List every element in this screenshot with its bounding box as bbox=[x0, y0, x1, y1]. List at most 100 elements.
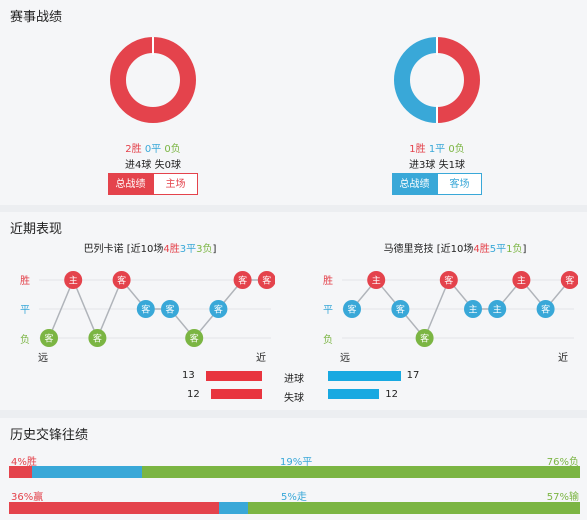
right-row-label-win: 胜 bbox=[323, 276, 333, 287]
right-team-name: 马德里竞技 bbox=[383, 244, 434, 255]
form-match-marker: 主 bbox=[512, 271, 531, 289]
recent-section: 近期表现 巴列卡诺 [近10场4胜3平3负] 马德里竞技 [近10场4胜5平1负… bbox=[0, 212, 587, 410]
form-line bbox=[48, 278, 267, 340]
history-row2-draw-label: 5%走 bbox=[281, 492, 307, 503]
form-match-marker: 客 bbox=[40, 329, 58, 347]
history-bar-segment-loss bbox=[247, 502, 580, 514]
right-record-donut bbox=[394, 37, 480, 123]
form-match-dot bbox=[233, 271, 252, 289]
right-record-summary: 1胜 1平 0负 bbox=[374, 140, 500, 155]
form-match-venue: 主 bbox=[372, 275, 381, 287]
left-record-summary: 2胜 0平 0负 bbox=[90, 140, 216, 155]
form-match-dot bbox=[367, 271, 386, 289]
form-match-marker: 客 bbox=[257, 271, 275, 289]
history-bar-segment-draw bbox=[32, 466, 142, 478]
form-match-venue: 主 bbox=[517, 275, 526, 287]
left-recent-header: 巴列卡诺 [近10场4胜3平3负] bbox=[83, 244, 217, 255]
form-match-dot bbox=[88, 329, 107, 347]
left-tab-home[interactable]: 主场 bbox=[153, 173, 198, 195]
right-row-label-loss: 负 bbox=[323, 335, 333, 346]
left-team-name: 巴列卡诺 bbox=[83, 244, 124, 255]
form-match-dot bbox=[40, 329, 58, 347]
form-match-dot bbox=[536, 300, 555, 318]
form-match-venue: 客 bbox=[262, 275, 271, 287]
left-near-label: 近 bbox=[256, 353, 266, 364]
conceded-left-bar bbox=[210, 389, 262, 399]
donut-segment-win bbox=[110, 37, 196, 123]
form-match-dot bbox=[257, 271, 275, 289]
conceded-left-value: 12 bbox=[187, 389, 200, 400]
form-match-dot bbox=[560, 271, 578, 289]
form-match-dot bbox=[185, 329, 204, 347]
right-row-label-draw: 平 bbox=[323, 305, 333, 316]
form-match-marker: 主 bbox=[367, 271, 386, 289]
history-section: 历史交锋往绩 4%胜 19%平 76%负 36%赢 5%走 57%输 bbox=[0, 418, 587, 520]
form-match-marker: 客 bbox=[112, 271, 131, 289]
right-loss-count: 0负 bbox=[448, 144, 465, 155]
form-match-marker: 客 bbox=[391, 300, 410, 318]
form-match-dot bbox=[209, 300, 228, 318]
history-row2-win-label: 36%赢 bbox=[11, 492, 44, 503]
right-goals-summary: 进3球 失1球 bbox=[409, 160, 465, 171]
donut-segment-draw bbox=[394, 37, 438, 123]
form-match-venue: 主 bbox=[493, 304, 502, 316]
left-far-label: 远 bbox=[38, 353, 48, 364]
form-match-marker: 客 bbox=[439, 271, 458, 289]
right-tab-overall[interactable]: 总战绩 bbox=[392, 173, 437, 195]
form-match-venue: 客 bbox=[44, 333, 53, 345]
left-row-label-loss: 负 bbox=[20, 335, 30, 346]
conceded-label: 失球 bbox=[284, 393, 304, 404]
left-loss-count: 0负 bbox=[164, 144, 181, 155]
section-title-record: 赛事战绩 bbox=[10, 10, 63, 25]
form-match-dot bbox=[415, 329, 434, 347]
form-match-venue: 客 bbox=[420, 333, 429, 345]
section-title-recent: 近期表现 bbox=[10, 222, 63, 237]
form-match-marker: 客 bbox=[560, 271, 578, 289]
history-bar-segment-win bbox=[9, 502, 219, 514]
form-match-marker: 客 bbox=[536, 300, 555, 318]
goals-left-bar bbox=[206, 371, 262, 381]
form-match-marker: 客 bbox=[161, 300, 179, 318]
right-far-label: 远 bbox=[340, 353, 350, 364]
left-win-count: 2胜 bbox=[125, 144, 142, 155]
form-match-marker: 客 bbox=[136, 300, 155, 318]
form-line bbox=[351, 278, 571, 340]
history-row1-bar bbox=[9, 466, 580, 478]
left-goals-summary: 进4球 失0球 bbox=[125, 160, 181, 171]
left-row-label-draw: 平 bbox=[20, 305, 30, 316]
goals-right-bar bbox=[328, 371, 401, 381]
section-title-history: 历史交锋往绩 bbox=[10, 428, 89, 443]
history-bar-segment-loss bbox=[141, 466, 580, 478]
goals-left-value: 13 bbox=[182, 370, 195, 381]
history-row2-bar bbox=[9, 502, 580, 514]
form-match-venue: 主 bbox=[468, 304, 477, 316]
form-match-marker: 主 bbox=[464, 300, 482, 318]
form-match-venue: 客 bbox=[444, 275, 453, 287]
form-match-marker: 客 bbox=[209, 300, 228, 318]
form-match-dot bbox=[136, 300, 155, 318]
form-match-marker: 主 bbox=[64, 271, 83, 289]
form-match-venue: 客 bbox=[396, 304, 405, 316]
form-match-venue: 客 bbox=[190, 333, 199, 345]
form-match-dot bbox=[343, 300, 361, 318]
right-win-count: 1胜 bbox=[409, 144, 426, 155]
form-match-marker: 客 bbox=[415, 329, 434, 347]
form-match-dot bbox=[464, 300, 482, 318]
right-recent-header: 马德里竞技 [近10场4胜5平1负] bbox=[383, 244, 527, 255]
left-tab-overall[interactable]: 总战绩 bbox=[108, 173, 153, 195]
form-match-marker: 主 bbox=[488, 300, 507, 318]
form-match-venue: 客 bbox=[565, 275, 574, 287]
form-match-venue: 主 bbox=[69, 275, 78, 287]
form-match-venue: 客 bbox=[214, 304, 223, 316]
form-match-dot bbox=[64, 271, 83, 289]
form-match-marker: 客 bbox=[343, 300, 361, 318]
goals-label: 进球 bbox=[284, 374, 304, 385]
right-draw-count: 1平 bbox=[428, 144, 446, 155]
form-match-venue: 客 bbox=[117, 275, 126, 287]
form-match-marker: 客 bbox=[185, 329, 204, 347]
history-row1-win-label: 4%胜 bbox=[11, 457, 37, 468]
form-match-venue: 客 bbox=[165, 304, 174, 316]
right-tab-away[interactable]: 客场 bbox=[437, 173, 482, 195]
right-near-label: 近 bbox=[558, 353, 568, 364]
